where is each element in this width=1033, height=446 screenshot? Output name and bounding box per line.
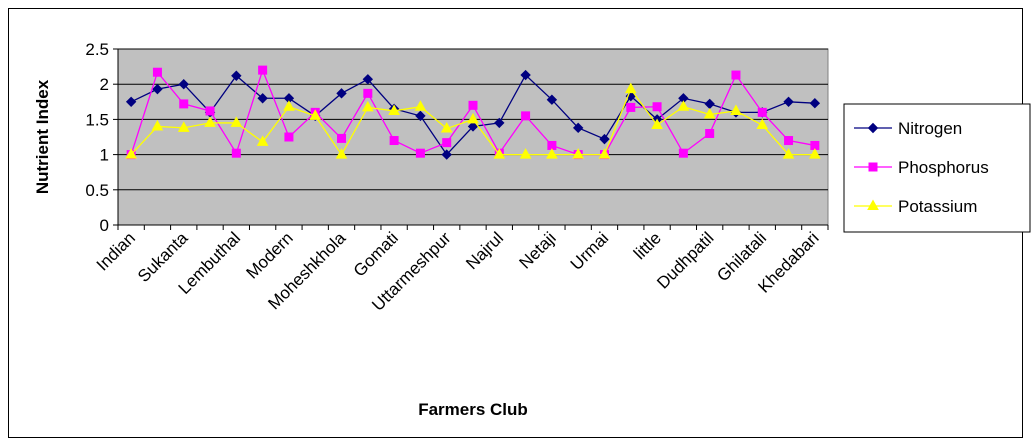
potassium-point	[335, 148, 348, 159]
potassium-point	[519, 148, 532, 159]
x-tick-label: Urmai	[567, 228, 612, 273]
axes	[113, 48, 829, 230]
legend-marker-potassium	[867, 199, 879, 210]
nitrogen-point	[599, 133, 610, 145]
potassium-point	[177, 121, 190, 132]
nitrogen-point	[572, 122, 584, 134]
y-axis-title: Nutrient Index	[33, 79, 52, 194]
y-tick-label: 1	[100, 146, 109, 165]
legend-marker-nitrogen	[867, 122, 879, 134]
potassium-point	[756, 118, 769, 130]
potassium-point	[546, 148, 558, 159]
y-tick-label: 2.5	[85, 40, 109, 59]
nitrogen-point	[336, 88, 347, 99]
nitrogen-point	[520, 69, 531, 81]
phosphorus-point	[415, 148, 425, 158]
potassium-point	[151, 119, 164, 131]
phosphorus-point	[757, 107, 767, 117]
legend-item-potassium: Potassium	[854, 197, 977, 216]
potassium-point	[204, 116, 216, 127]
phosphorus-point	[284, 132, 294, 142]
potassium-point	[440, 122, 453, 133]
legend: Nitrogen Phosphorus Potassium	[843, 103, 1031, 233]
phosphorus-point	[179, 99, 189, 109]
legend-label-phosphorus: Phosphorus	[898, 158, 989, 177]
nitrogen-point	[125, 96, 137, 108]
nitrogen-point	[231, 70, 242, 81]
phosphorus-point	[337, 133, 347, 143]
potassium-point	[361, 100, 374, 112]
potassium-point	[230, 116, 243, 127]
potassium-point	[782, 148, 795, 159]
phosphorus-point	[784, 136, 794, 146]
phosphorus-point	[363, 88, 373, 98]
nitrogen-point	[415, 110, 426, 122]
y-tick-labels: 0 0.5 1 1.5 2 2.5	[85, 40, 109, 235]
nitrogen-point	[546, 94, 558, 105]
potassium-point	[572, 148, 585, 159]
phosphorus-point	[678, 148, 688, 158]
nitrogen-point	[441, 149, 452, 160]
x-tick-label: Dudhpatil	[653, 228, 717, 292]
potassium-point	[414, 100, 427, 111]
potassium-point	[651, 118, 663, 130]
potassium-point	[809, 148, 821, 159]
potassium-point	[125, 148, 137, 159]
phosphorus-point	[705, 128, 715, 138]
nitrogen-point	[257, 93, 268, 104]
potassium-point	[256, 135, 269, 146]
phosphorus-point	[442, 138, 452, 148]
x-tick-label: Najrul	[462, 228, 507, 273]
y-tick-label: 1.5	[85, 110, 109, 129]
potassium-point	[703, 107, 716, 119]
nitrogen-point	[494, 117, 505, 129]
potassium-point	[467, 112, 479, 124]
potassium-point	[493, 148, 506, 159]
nitrogen-point	[783, 96, 794, 108]
nitrogen-point	[178, 78, 189, 90]
potassium-point	[309, 109, 322, 120]
nitrogen-point	[809, 98, 821, 109]
x-tick-label: little	[630, 228, 665, 263]
phosphorus-point	[231, 148, 241, 158]
nitrogen-series	[125, 69, 821, 160]
series-group	[125, 65, 821, 160]
potassium-point	[677, 100, 690, 111]
phosphorus-point	[468, 100, 478, 110]
y-tick-label: 0.5	[85, 181, 109, 200]
potassium-point	[283, 100, 295, 111]
legend-marker-phosphorus	[868, 162, 878, 172]
x-axis-title: Farmers Club	[418, 400, 528, 419]
y-tick-label: 0	[100, 216, 109, 235]
y-tick-label: 2	[100, 75, 109, 94]
x-tick-label: Gomati	[350, 228, 402, 280]
phosphorus-point	[652, 102, 662, 112]
phosphorus-point	[731, 70, 741, 80]
nitrogen-point	[152, 83, 163, 95]
legend-item-phosphorus: Phosphorus	[854, 158, 989, 177]
potassium-point	[388, 104, 400, 115]
potassium-series	[125, 82, 821, 159]
potassium-point	[598, 148, 611, 159]
phosphorus-point	[152, 67, 162, 77]
phosphorus-point	[626, 102, 636, 112]
potassium-point	[730, 104, 742, 115]
legend-item-nitrogen: Nitrogen	[854, 119, 962, 138]
legend-label-potassium: Potassium	[898, 197, 977, 216]
potassium-point	[624, 82, 637, 94]
nitrogen-point	[467, 121, 479, 132]
phosphorus-point	[389, 136, 399, 146]
phosphorus-point	[521, 111, 531, 121]
plot-area	[117, 48, 829, 226]
legend-label-nitrogen: Nitrogen	[898, 119, 962, 138]
x-tick-label: Netaji	[516, 228, 560, 272]
nitrogen-point	[362, 74, 374, 85]
phosphorus-point	[258, 65, 268, 75]
x-tick-label: Indian	[93, 228, 139, 274]
phosphorus-point	[205, 106, 215, 116]
